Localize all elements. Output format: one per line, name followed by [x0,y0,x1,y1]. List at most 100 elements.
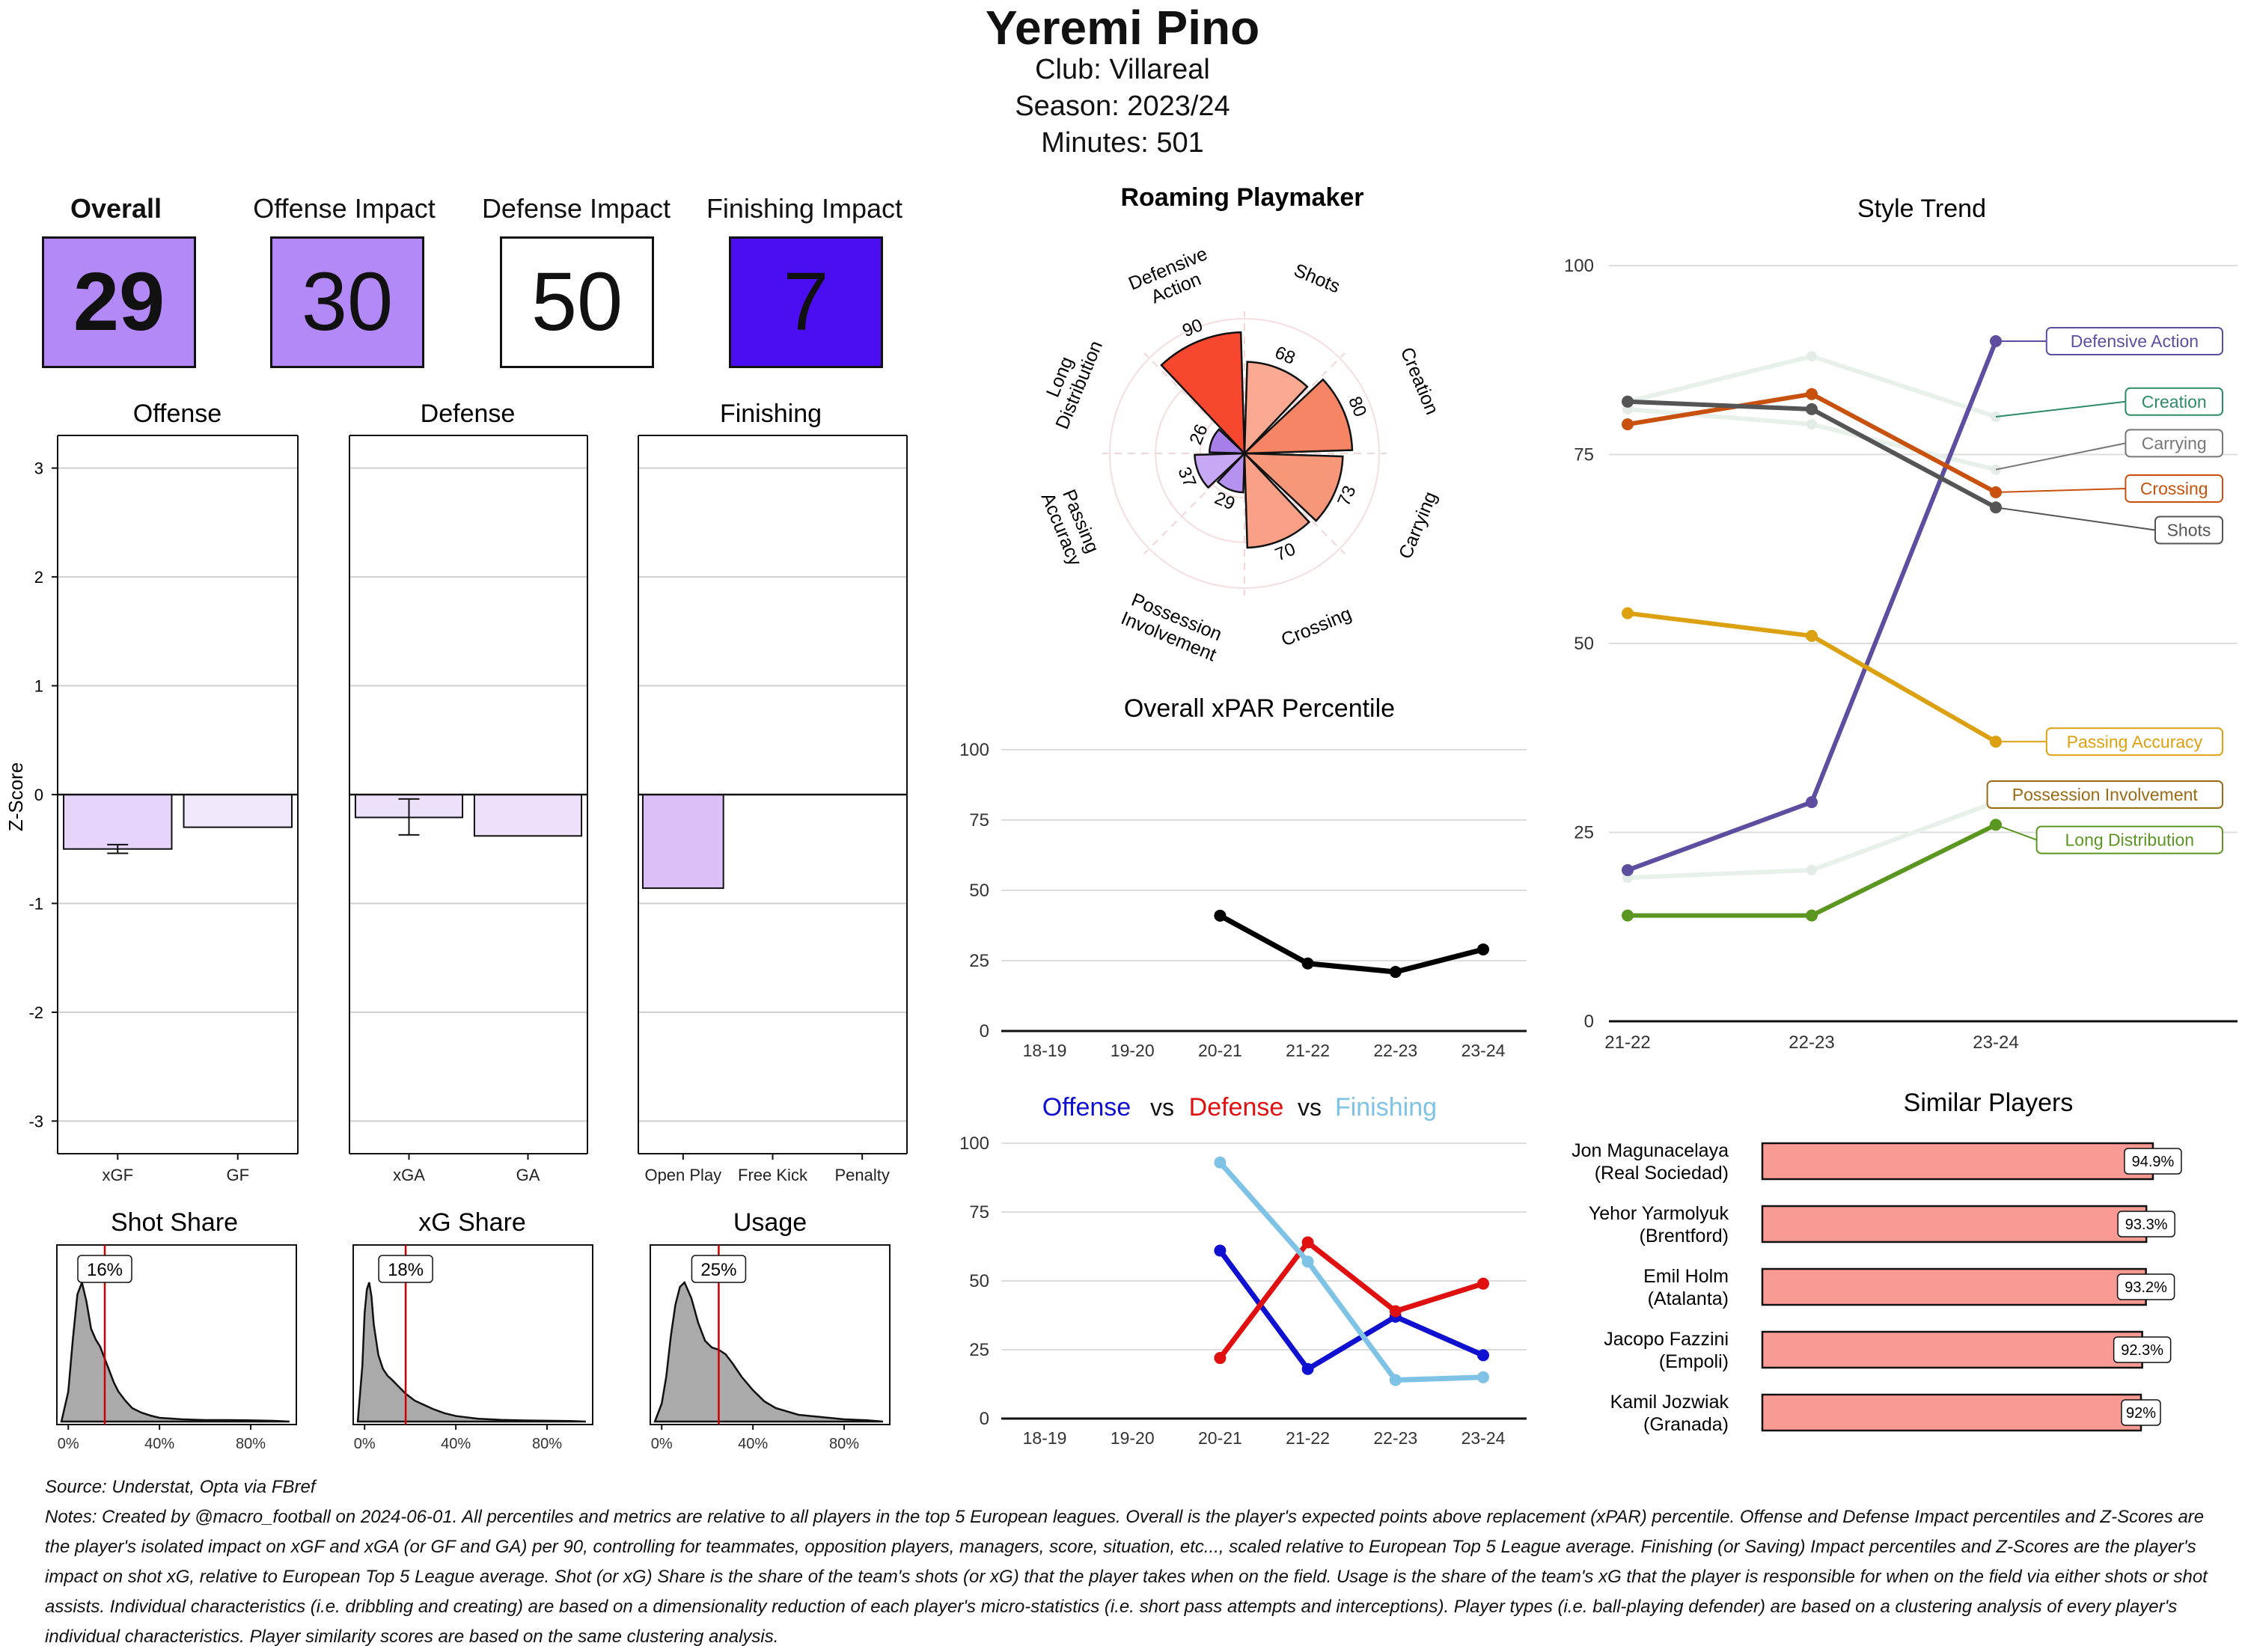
trend-label-box [2154,516,2223,545]
density-xtick: 80% [236,1436,266,1451]
trend-point [1806,796,1818,809]
overall-label: Overall [70,193,162,224]
density-xtick: 0% [651,1436,673,1451]
defense-panel-title: Defense [421,400,516,428]
series-point [1477,1277,1489,1290]
zscore-ytick: -3 [28,1112,43,1131]
trend-point [1806,909,1818,922]
ytick-label: 25 [969,951,989,971]
trend-point [1622,418,1634,431]
trend-label-box [2045,327,2223,355]
zscore-panel-finishing: Open Play Free Kick Penalty [638,435,908,1184]
zscore-panel-defense: xGA GA [349,435,588,1184]
usage-title: Usage [733,1208,807,1237]
radar-wedge [1216,450,1246,494]
ytick-label: 0 [980,1021,989,1041]
ytick-label: 75 [1574,445,1594,465]
zscore-ytick: -1 [28,894,43,913]
density-xtick: 0% [58,1436,79,1451]
trend-label-box [2125,387,2224,416]
xpar-title: Overall xPAR Percentile [1124,694,1395,723]
trend-label-box [2125,429,2224,458]
trend-label: Defensive Action [2071,331,2199,351]
radar-wedge [1243,450,1311,549]
offense-impact-label: Offense Impact [253,193,436,224]
similarity-label: 92% [2126,1405,2156,1422]
zscore-ytick: -2 [28,1003,43,1022]
xtick-label: 19-20 [1111,1041,1155,1060]
trend-point-faded [1806,865,1817,875]
zscore-bar [473,794,583,837]
similarity-label: 93.3% [2125,1217,2168,1233]
trend-point [1806,388,1818,400]
finishing-impact-label: Finishing Impact [706,193,903,224]
panel-frame [352,1244,593,1425]
series-point [1477,1349,1489,1362]
similarity-label-box [2121,1399,2161,1426]
zscore-bar [63,794,173,850]
ovd-chart: Offense vs Defense vs Finishing 0 25 50 75 1… [959,1093,1527,1448]
xtick-label: 23-24 [1461,1041,1506,1060]
radar-ring [1109,318,1380,589]
similar-player-name: Jacopo Fazzini [1604,1329,1729,1350]
density-xtick: 80% [532,1436,562,1451]
trend-label-box [2035,825,2223,854]
style-trend-title: Style Trend [1857,195,1986,223]
zscore-bar [641,794,724,890]
similar-player-club: (Brentford) [1640,1226,1729,1246]
series-point [1214,909,1227,922]
trend-point-faded [1806,419,1817,430]
xtick-label: 21-22 [1286,1041,1330,1060]
density-curve [653,1280,883,1423]
zscore-xtick: Free Kick [738,1166,808,1184]
source-note: Source: Understat, Opta via FBref [45,1477,316,1497]
series-point [1301,1255,1314,1268]
xtick-label: 23-24 [1973,1032,2018,1053]
xtick-label: 20-21 [1198,1428,1242,1448]
similar-player-name: Jon Magunacelaya [1572,1140,1729,1161]
radar-axis-label: Crossing [1278,603,1354,651]
radar-wedge [1194,452,1247,489]
similar-players-chart: Similar Players Jon Magunacelaya(Real So… [1572,1089,2182,1435]
density-xtick: 40% [441,1436,471,1451]
similar-player-club: (Atalanta) [1648,1288,1729,1309]
similarity-label: 93.2% [2125,1279,2167,1296]
radar-axis-label: PassingAccuracy [1037,482,1105,569]
trend-point [1622,395,1634,408]
radar-wedge [1160,331,1246,456]
zscore-xtick: xGF [102,1166,133,1184]
similarity-label: 94.9% [2132,1154,2175,1170]
ovd-defense-label: Defense [1189,1093,1284,1122]
similarity-label-box [2124,1148,2182,1175]
player-name: Yeremi Pino [985,1,1260,55]
series-point [1214,1352,1227,1365]
ytick-label: 100 [1564,256,1594,276]
share-panels: Shot Share xG Share Usage 16%0% 40% 80%18%… [56,1208,891,1451]
ytick-label: 0 [980,1409,989,1429]
series-point [1301,1236,1314,1249]
shot-share-title: Shot Share [111,1208,238,1237]
trend-label: Creation [2142,392,2207,412]
methodology-notes: Notes: Created by @macro_football on 202… [45,1507,2208,1647]
density-panel: 25% 0% 40% 80% [650,1244,891,1451]
trend-point [1622,909,1634,922]
series-point [1214,1156,1227,1169]
zscore-xtick: Penalty [834,1166,889,1184]
xtick-label: 18-19 [1023,1041,1067,1060]
radar-axis-label: PossessionInvolvement [1118,588,1227,665]
density-panel: 18% 0% 40% 80% [352,1244,593,1451]
series-point [1301,1362,1314,1375]
similarity-label-box [2117,1211,2175,1238]
ovd-finishing-label: Finishing [1335,1093,1437,1122]
zscore-ytick: 2 [34,568,43,587]
trend-label-leader [1995,442,2126,471]
trend-label-box [2045,727,2223,756]
similarity-bar [1761,1142,2154,1181]
xtick-label: 22-23 [1373,1041,1417,1060]
radar-axis-label: LongDistribution [1032,330,1107,432]
series-point [1301,957,1314,970]
xpar-chart: Overall xPAR Percentile 0 25 50 75 100 18-19 1… [959,694,1527,1060]
zscore-axis-label: Z-Score [4,762,27,831]
zscore-ytick-group: 3 2 1 0 -1 -2 -3 [28,459,43,1131]
finishing-panel-title: Finishing [720,400,822,428]
